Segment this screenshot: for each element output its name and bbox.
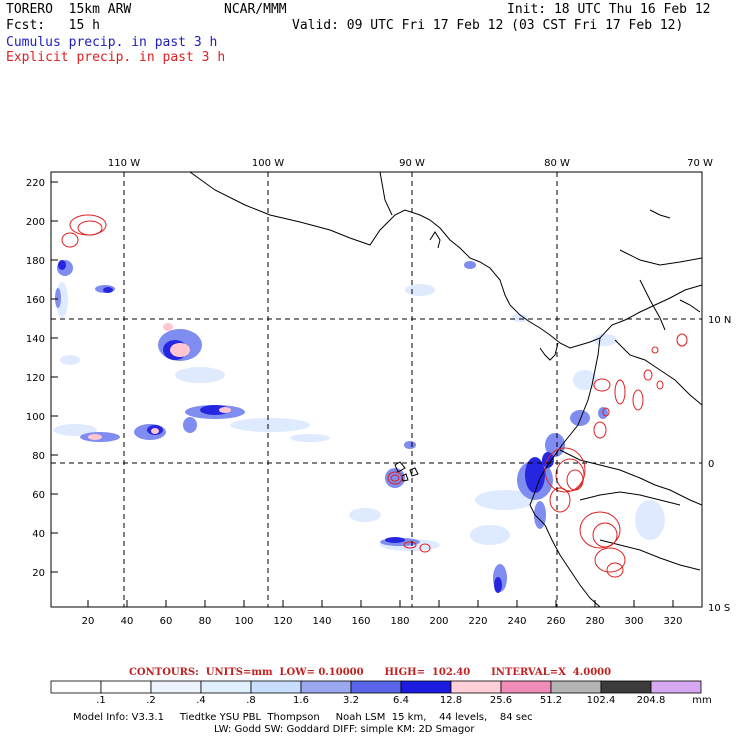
- legend-swatch: [550, 680, 602, 694]
- lat-label-10s: 10 S: [708, 603, 730, 614]
- x-tick-280: 280: [585, 616, 604, 627]
- legend-label-0.2: .2: [146, 695, 156, 706]
- cumulus-label: Cumulus precip. in past 3 h: [6, 35, 218, 50]
- x-tick-140: 140: [312, 616, 331, 627]
- legend-swatch: [400, 680, 452, 694]
- forecast-hour: Fcst: 15 h: [6, 18, 100, 33]
- y-tick-160: 160: [26, 295, 45, 306]
- physics-info: LW: Godd SW: Goddard DIFF: simple KM: 2D…: [214, 724, 475, 735]
- y-tick-20: 20: [32, 568, 45, 579]
- lon-label-70w: 70 W: [687, 158, 713, 169]
- contours-info: CONTOURS: UNITS=mm LOW= 0.10000 HIGH= 10…: [128, 667, 612, 678]
- lon-label-100w: 100 W: [252, 158, 284, 169]
- legend-label-0.1: .1: [96, 695, 106, 706]
- legend-swatch: [200, 680, 252, 694]
- legend-swatch: [350, 680, 402, 694]
- x-tick-300: 300: [624, 616, 643, 627]
- x-tick-120: 120: [273, 616, 292, 627]
- legend-label-1.6: 1.6: [293, 695, 309, 706]
- legend-label-102.4: 102.4: [587, 695, 616, 706]
- legend-label-204.8: 204.8: [637, 695, 666, 706]
- legend-swatch: [500, 680, 552, 694]
- init-time: Init: 18 UTC Thu 16 Feb 12: [507, 2, 711, 17]
- color-legend: [50, 680, 702, 694]
- lon-label-110w: 110 W: [108, 158, 140, 169]
- explicit-contours: [61, 214, 688, 578]
- legend-swatch: [250, 680, 302, 694]
- x-tick-320: 320: [663, 616, 682, 627]
- y-tick-140: 140: [26, 334, 45, 345]
- lat-label-0: 0: [708, 459, 714, 470]
- y-tick-40: 40: [32, 529, 45, 540]
- plot-frame: [50, 171, 703, 608]
- valid-time: Valid: 09 UTC Fri 17 Feb 12 (03 CST Fri …: [292, 18, 684, 33]
- y-tick-80: 80: [32, 451, 45, 462]
- y-tick-60: 60: [32, 490, 45, 501]
- x-tick-260: 260: [546, 616, 565, 627]
- legend-label-0.8: .8: [246, 695, 256, 706]
- x-tick-200: 200: [429, 616, 448, 627]
- x-tick-60: 60: [160, 616, 173, 627]
- x-tick-80: 80: [199, 616, 212, 627]
- org-label: NCAR/MMM: [224, 2, 287, 17]
- legend-swatch: [300, 680, 352, 694]
- x-tick-240: 240: [507, 616, 526, 627]
- legend-swatch: [600, 680, 652, 694]
- model-info: Model Info: V3.3.1 Tiedtke YSU PBL Thomp…: [73, 712, 533, 723]
- precip-shading: [53, 260, 665, 593]
- x-tick-20: 20: [82, 616, 95, 627]
- y-tick-120: 120: [26, 373, 45, 384]
- x-tick-160: 160: [351, 616, 370, 627]
- legend-unit: mm: [692, 695, 711, 706]
- legend-label-0.4: .4: [196, 695, 206, 706]
- lon-label-90w: 90 W: [399, 158, 425, 169]
- explicit-label: Explicit precip. in past 3 h: [6, 50, 226, 65]
- coastlines: [189, 172, 702, 607]
- legend-label-6.4: 6.4: [393, 695, 409, 706]
- x-tick-220: 220: [468, 616, 487, 627]
- legend-swatch: [50, 680, 102, 694]
- x-tick-100: 100: [234, 616, 253, 627]
- lon-label-80w: 80 W: [544, 158, 570, 169]
- model-title: TORERO 15km ARW: [6, 2, 132, 17]
- legend-swatch: [150, 680, 202, 694]
- x-tick-180: 180: [390, 616, 409, 627]
- legend-label-12.8: 12.8: [440, 695, 462, 706]
- lat-label-10n: 10 N: [708, 315, 731, 326]
- x-tick-40: 40: [121, 616, 134, 627]
- legend-label-51.2: 51.2: [540, 695, 562, 706]
- legend-swatch: [100, 680, 152, 694]
- y-tick-200: 200: [26, 217, 45, 228]
- axis-ticks: [51, 181, 674, 607]
- legend-label-3.2: 3.2: [343, 695, 359, 706]
- y-tick-180: 180: [26, 256, 45, 267]
- y-tick-220: 220: [26, 178, 45, 189]
- legend-swatch: [650, 680, 702, 694]
- legend-swatch: [450, 680, 502, 694]
- y-tick-100: 100: [26, 412, 45, 423]
- latlon-grid: [51, 172, 702, 607]
- legend-label-25.6: 25.6: [490, 695, 512, 706]
